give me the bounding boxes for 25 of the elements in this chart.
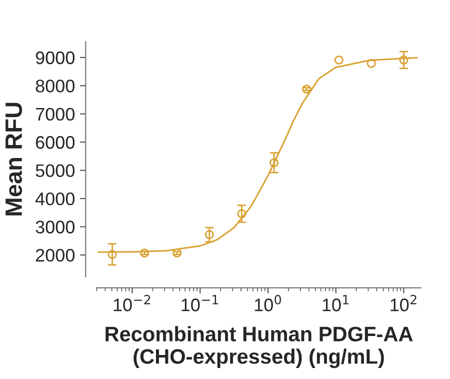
point	[172, 248, 182, 258]
x-tick-label: 10$^{0}$	[254, 294, 282, 312]
y-tick-label: 3000	[36, 220, 75, 234]
x-tick-label: 10$^{−1}$	[182, 295, 218, 312]
y-tick-label: 6000	[36, 136, 75, 149]
x-tick-label: 10$^{1}$	[322, 295, 349, 312]
y-tick-label: 7000	[36, 108, 75, 121]
point	[140, 248, 150, 258]
y-axis-title: Mean RFU	[6, 102, 22, 216]
y-tick-label: 4000	[35, 192, 75, 206]
y-tick-label: 2000	[36, 248, 75, 262]
point	[334, 56, 344, 65]
x-axis-title: Recombinant Human PDGF-AA (CHO-expressed) (ng/mL)	[106, 326, 413, 368]
point	[237, 209, 246, 218]
y-tick-label: 8000	[36, 80, 75, 92]
point	[399, 56, 408, 65]
point	[366, 58, 376, 68]
x-tick-label: 10$^{2}$	[390, 294, 416, 312]
point	[270, 158, 279, 168]
y-tick-label: 9000	[36, 51, 75, 64]
x-tick-label: 10$^{−2}$	[114, 294, 150, 312]
y-tick-label: 5000	[36, 164, 75, 178]
point	[108, 250, 117, 259]
point	[204, 230, 214, 240]
point	[302, 84, 312, 94]
